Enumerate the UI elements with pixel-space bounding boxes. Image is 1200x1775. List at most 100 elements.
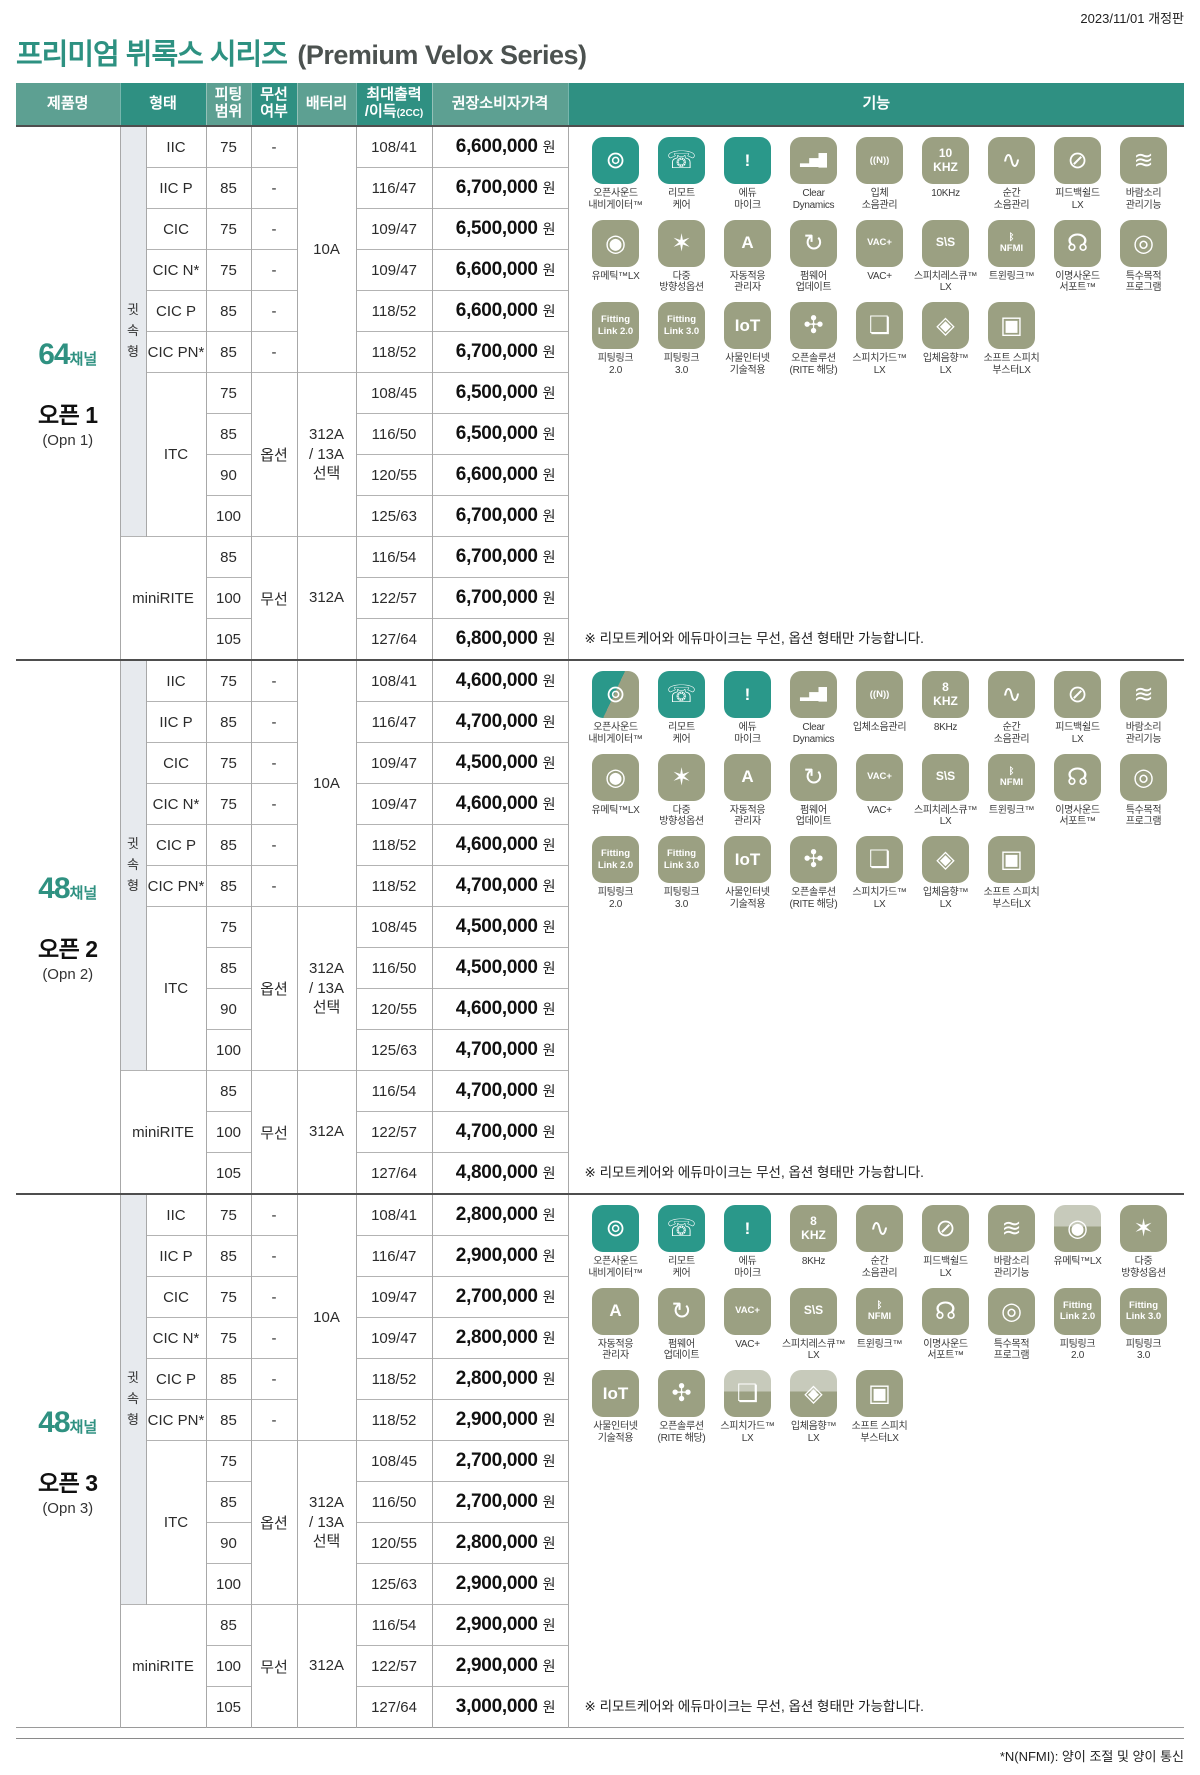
feature-twinlink: ᛒ NFMI 트윈링크™ xyxy=(979,219,1045,295)
max-output-cell: 109/47 xyxy=(355,783,433,825)
currency-suffix: 원 xyxy=(542,303,556,319)
feature-k8: 8 KHZ 8KHz xyxy=(781,1205,847,1280)
wireless-cell: 옵션 xyxy=(250,372,298,537)
table-row: CIC PN* 85-118/52 2,900,000 원 xyxy=(16,1399,1184,1441)
feature-wind: ≋ 바람소리 관리기능 xyxy=(1111,137,1177,212)
wireless-cell: - xyxy=(250,1235,298,1277)
product-section: 48채널 오픈 3 (Opn 3) 귓 속 형 IIC 75-10A 108/41 2,800… xyxy=(16,1193,1185,1728)
feature-speechguard: ❏ 스피치가드™ LX xyxy=(715,1370,781,1445)
feature-label: 스피치레스큐™ LX xyxy=(781,1338,846,1362)
feature-soundspatial: ◈ 입체음향™ LX xyxy=(781,1370,847,1445)
price-cell: 6,700,000 원 xyxy=(431,495,569,537)
currency-suffix: 원 xyxy=(542,385,556,401)
currency-suffix: 원 xyxy=(542,1330,556,1346)
fl20-icon: Fitting Link 2.0 xyxy=(1054,1287,1102,1335)
feature-label: 트윈링크™ xyxy=(988,804,1035,816)
battery-cell: 312A / 13A 선택 xyxy=(296,372,357,537)
currency-suffix: 원 xyxy=(542,426,556,442)
wireless-cell: - xyxy=(250,701,298,743)
fitting-range-cell: 85 xyxy=(205,167,252,209)
ear-type-label: 귓 속 형 xyxy=(127,302,139,359)
price-cell: 6,600,000 원 xyxy=(431,249,569,291)
currency-suffix: 원 xyxy=(542,180,556,196)
currency-suffix: 원 xyxy=(542,837,556,853)
price-cell: 2,900,000 원 xyxy=(431,1645,569,1687)
feature-instant: ∿ 순간 소음관리 xyxy=(979,137,1045,212)
max-output-cell: 118/52 xyxy=(355,1358,433,1400)
price-cell: 2,800,000 원 xyxy=(431,1522,569,1564)
currency-suffix: 원 xyxy=(542,1248,556,1264)
feature-label: 소프트 스피치 부스터LX xyxy=(851,1421,908,1444)
wireless-cell: 무선 xyxy=(250,1070,298,1194)
feature-cleardyn: ▂▅█ Clear Dynamics xyxy=(781,671,847,746)
feature-label: 순간 소음관리 xyxy=(993,188,1030,211)
feature-twinlink: ᛒ NFMI 트윈링크™ xyxy=(979,753,1045,829)
feature-label: 트윈링크™ xyxy=(856,1338,903,1350)
table-row: 100 122/57 4,700,000 원 xyxy=(16,1111,1184,1153)
table-row: IIC P 85-116/47 2,900,000 원 xyxy=(16,1235,1184,1277)
fitting-range-cell: 90 xyxy=(205,1522,252,1564)
fitting-range-cell: 100 xyxy=(205,495,252,537)
table-row: CIC 75-109/47 6,500,000 원 xyxy=(16,208,1184,250)
price-value: 4,800,000 xyxy=(455,1162,538,1183)
feature-special: ◎ 특수목적 프로그램 xyxy=(1111,219,1177,295)
product-name-cell: 48채널 오픈 3 (Opn 3) xyxy=(16,1193,120,1728)
form-type-cell: CIC PN* xyxy=(145,331,207,373)
feature-icon-grid: ⊚ 오픈사운드 내비게이터™ ☏ 리모트 케어! 에듀 마이크 ▂▅█ Clear Dyna… xyxy=(569,661,1185,919)
feature-label: 피드백쉴드 LX xyxy=(923,1256,968,1279)
form-type-cell: CIC PN* xyxy=(145,865,207,907)
price-cell: 2,700,000 원 xyxy=(431,1440,569,1482)
fitting-range-cell: 75 xyxy=(205,906,252,948)
feature-softspeech: ▣ 소프트 스피치 부스터LX xyxy=(979,836,1045,911)
soundspatial-icon: ◈ xyxy=(922,302,970,350)
feature-special: ◎ 특수목적 프로그램 xyxy=(1111,753,1177,829)
feature-edumic: ! 에듀 마이크 xyxy=(715,671,781,746)
fitting-range-cell: 75 xyxy=(205,125,252,168)
table-row: CIC PN* 85-118/52 4,700,000 원 xyxy=(16,865,1184,907)
max-output-cell: 125/63 xyxy=(355,1563,433,1605)
price-cell: 4,600,000 원 xyxy=(431,783,569,825)
price-value: 4,700,000 xyxy=(455,711,538,732)
feature-remote: ☏ 리모트 케어 xyxy=(649,671,715,746)
price-value: 4,500,000 xyxy=(455,916,538,937)
feature-label: 스피치가드™ LX xyxy=(720,1421,775,1444)
price-value: 4,600,000 xyxy=(455,793,538,814)
section-note: ※ 리모트케어와 에듀마이크는 무선, 옵션 형태만 가능합니다. xyxy=(584,1699,924,1714)
feature-label: Clear Dynamics xyxy=(792,188,835,211)
vac-icon: VAC+ xyxy=(856,753,904,801)
feature-instant: ∿ 순간 소음관리 xyxy=(847,1205,913,1280)
feature-multidir: ✶ 다중 방향성옵션 xyxy=(649,753,715,829)
feature-label: 유메틱™LX xyxy=(591,804,640,816)
feedback-icon: ⊘ xyxy=(1054,137,1102,184)
feedback-icon: ⊘ xyxy=(1054,671,1102,718)
currency-suffix: 원 xyxy=(542,139,556,155)
firmware-icon: ↻ xyxy=(790,753,838,801)
feature-label: VAC+ xyxy=(867,270,892,282)
feature-label: 이명사운드 서포트™ xyxy=(1055,270,1100,294)
fitting-range-cell: 85 xyxy=(205,865,252,907)
price-cell: 6,700,000 원 xyxy=(431,167,569,209)
feature-label: 다중 방향성옵션 xyxy=(1121,1256,1166,1279)
wireless-cell: - xyxy=(250,331,298,373)
column-header: 기능 xyxy=(567,83,1185,126)
feature-spatialnoise: ((N)) 입체소음관리 xyxy=(847,671,913,746)
feature-label: 피팅링크 2.0 xyxy=(597,887,634,910)
fl20-icon: Fitting Link 2.0 xyxy=(592,836,640,884)
fitting-range-cell: 85 xyxy=(205,1481,252,1523)
column-header: 배터리 xyxy=(296,83,357,126)
feature-opensol: ✣ 오픈솔루션 (RITE 해당) xyxy=(649,1370,715,1445)
feature-fl30: Fitting Link 3.0 피팅링크 3.0 xyxy=(649,836,715,911)
fitting-range-cell: 90 xyxy=(205,454,252,496)
price-value: 2,900,000 xyxy=(455,1614,538,1635)
fitting-range-cell: 100 xyxy=(205,1111,252,1153)
max-output-cell: 116/47 xyxy=(355,1235,433,1277)
currency-suffix: 원 xyxy=(542,673,556,689)
price-cell: 2,900,000 원 xyxy=(431,1235,569,1277)
remote-icon: ☏ xyxy=(658,1205,706,1252)
autoadapt-icon: A xyxy=(724,753,772,801)
multidir-icon: ✶ xyxy=(658,753,706,801)
price-value: 2,700,000 xyxy=(455,1491,538,1512)
softspeech-icon: ▣ xyxy=(988,302,1036,350)
feature-label: 8KHz xyxy=(801,1256,826,1267)
feature-label: 오픈사운드 내비게이터™ xyxy=(588,1256,643,1279)
